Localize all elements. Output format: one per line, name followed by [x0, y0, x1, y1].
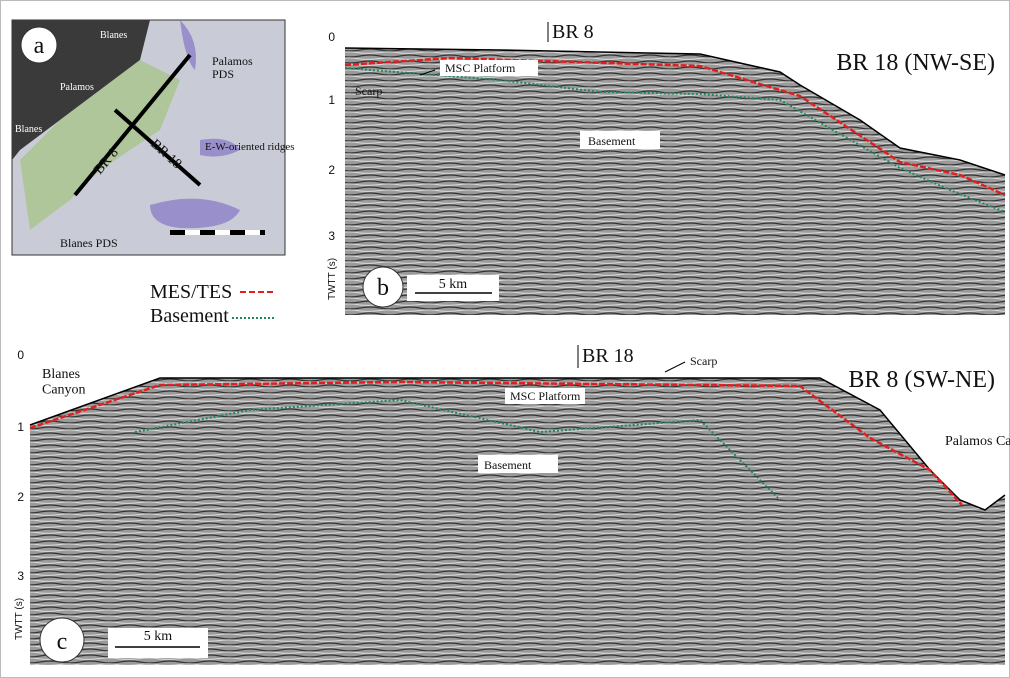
label-text: Canyon	[42, 382, 86, 397]
label: E-W-oriented ridges	[205, 141, 295, 153]
crossing-label: BR 18	[582, 345, 634, 367]
y-tick-label: 0	[328, 30, 335, 44]
label: Palamos PDS	[212, 54, 253, 81]
label: Scarp	[690, 354, 717, 368]
map-panel	[11, 19, 286, 256]
label: MSC Platform	[445, 61, 516, 75]
profile-title: BR 18 (NW-SE)	[836, 50, 995, 76]
label-text: Palamos	[212, 54, 253, 68]
panel-letter: a	[34, 33, 45, 59]
panel-letter: b	[377, 275, 389, 301]
scale-label: 5 km	[144, 629, 173, 644]
y-tick-label: 2	[17, 490, 24, 504]
label: Basement	[484, 458, 532, 472]
y-axis-title: TWTT (s)	[14, 598, 25, 640]
scale-label: 5 km	[439, 277, 468, 292]
profile-b	[344, 22, 1006, 315]
y-tick-label: 3	[328, 229, 335, 243]
y-tick-label: 1	[17, 420, 24, 434]
y-tick-label: 3	[17, 569, 24, 583]
place: Palamos	[60, 82, 94, 93]
label: Palamos Canyon	[945, 434, 1010, 449]
y-tick-label: 1	[328, 93, 335, 107]
label: Scarp	[355, 84, 382, 98]
y-tick-label: 0	[17, 348, 24, 362]
place: Blanes	[100, 30, 127, 41]
profile-c	[29, 345, 1006, 665]
profile-title: BR 8 (SW-NE)	[848, 367, 995, 393]
label: MSC Platform	[510, 389, 581, 403]
legend-item: MES/TES	[150, 281, 232, 303]
place: Blanes	[15, 124, 42, 135]
label: Basement	[588, 134, 636, 148]
label-text: PDS	[212, 67, 234, 81]
y-axis-title: TWTT (s)	[327, 258, 338, 300]
label: Blanes PDS	[60, 236, 118, 250]
label-text: Blanes	[42, 367, 80, 382]
legend-item: Basement	[150, 305, 229, 327]
label: Blanes Canyon	[42, 367, 86, 397]
panel-letter: c	[57, 629, 68, 655]
crossing-label: BR 8	[552, 21, 594, 43]
y-tick-label: 2	[328, 163, 335, 177]
